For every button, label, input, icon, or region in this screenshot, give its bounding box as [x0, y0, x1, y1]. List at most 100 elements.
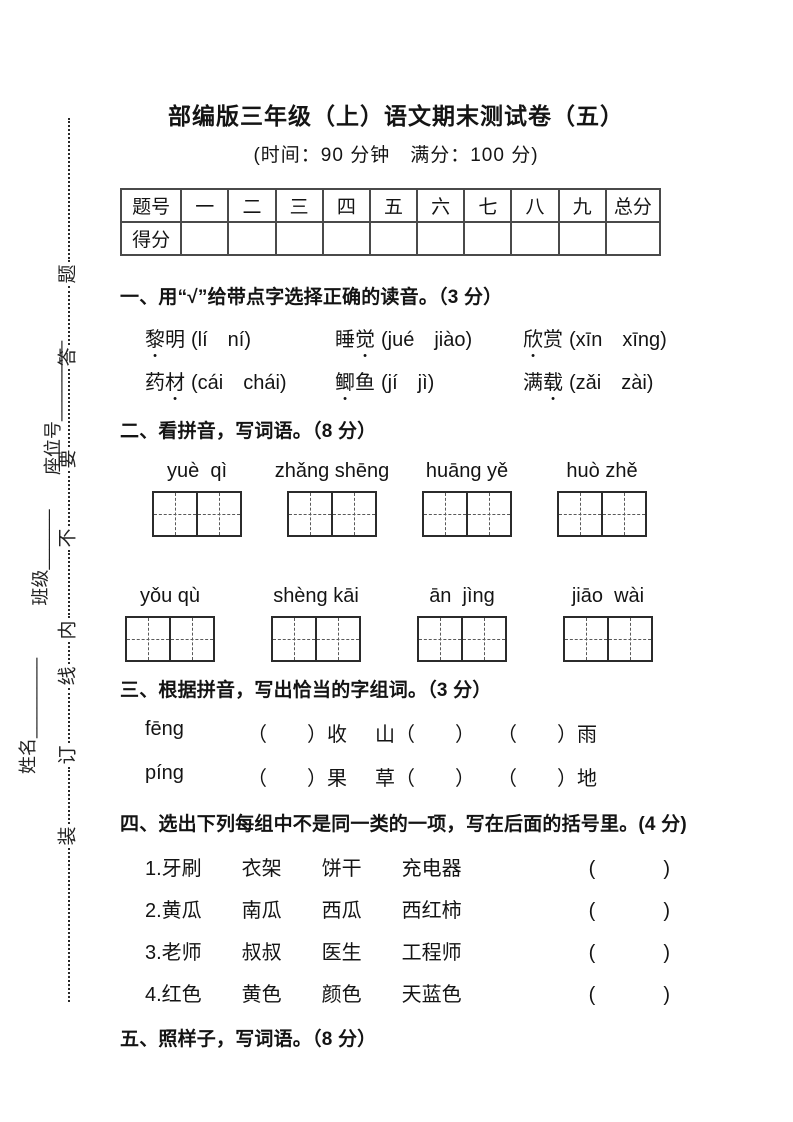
section-five: 五、照样子，写词语。（8 分） [120, 1024, 672, 1051]
answer-bracket[interactable]: ( ) [588, 984, 672, 1006]
phonetic-item: 欣赏 (xīn xīng) [523, 323, 667, 352]
section-five-heading: 五、照样子，写词语。（8 分） [120, 1029, 377, 1050]
grid-cell[interactable] [331, 493, 375, 535]
score-cell[interactable] [557, 221, 607, 256]
score-col-header: 四 [321, 188, 371, 223]
category-item: 3.老师 叔叔 医生 工程师 ( ) [145, 936, 672, 964]
word-block: shèng kāi [271, 584, 361, 662]
section-four: 四、选出下列每组中不是同一类的一项，写在后面的括号里。(4 分) 1.牙刷 衣架… [120, 809, 687, 1006]
score-cell[interactable] [416, 221, 466, 256]
dotted-segment [68, 470, 70, 527]
word-block: ān jìng [417, 584, 507, 662]
page-subtitle: (时间：90 分钟 满分：100 分) [253, 145, 539, 166]
grid-cell[interactable] [273, 618, 315, 660]
score-cell[interactable] [368, 221, 419, 256]
grid-cell[interactable] [419, 618, 461, 660]
answer-blank[interactable]: （ ）果 [247, 768, 347, 790]
pinyin-grid-row: yuè qì zhǎng shēng huāng yě huò zhě [152, 459, 672, 537]
dotted-character: 材 [165, 366, 185, 395]
grid-cell[interactable] [565, 618, 607, 660]
pinyin-label: yǒu qù [139, 585, 201, 607]
writing-grid [417, 616, 507, 662]
score-cell[interactable] [274, 221, 324, 256]
binding-line-char: 装 [57, 826, 79, 846]
dotted-segment [68, 848, 70, 1002]
answer-bracket[interactable]: ( ) [588, 900, 672, 922]
binding-dotted-line: 题 答 要 不 内 线 订 装 [56, 118, 82, 1002]
grid-cell[interactable] [601, 493, 645, 535]
category-words: 1.牙刷 衣架 饼干 充电器 [145, 858, 462, 880]
phonetic-row: 黎明 (lí ní) 睡觉 (jué jiào) 欣赏 (xīn xīng) [145, 323, 672, 352]
answer-blank[interactable]: 草（ ） [375, 768, 475, 790]
category-item: 4.红色 黄色 颜色 天蓝色 ( ) [145, 978, 672, 1006]
phonetic-word: 满载 [523, 366, 563, 395]
pinyin-label: huò zhě [566, 460, 638, 482]
answer-bracket[interactable]: ( ) [588, 858, 672, 880]
word-block: huāng yě [422, 459, 512, 537]
section-four-items: 1.牙刷 衣架 饼干 充电器 ( ) 2.黄瓜 南瓜 西瓜 西红柿 ( ) 3.… [120, 852, 672, 1006]
grid-cell[interactable] [424, 493, 466, 535]
grid-cell[interactable] [466, 493, 510, 535]
section-three-heading: 三、根据拼音，写出恰当的字组词。（3 分） [120, 680, 492, 701]
pinyin-label: zhǎng shēng [274, 460, 390, 482]
pinyin-options[interactable]: (cái chái) [191, 372, 287, 394]
pinyin-label: jiāo wài [571, 585, 645, 607]
category-words: 3.老师 叔叔 医生 工程师 [145, 942, 462, 964]
score-cell[interactable] [463, 221, 513, 256]
pinyin-options[interactable]: (jué jiào) [381, 329, 473, 351]
phonetic-item: 满载 (zǎi zài) [523, 366, 653, 395]
pinyin-label: shèng kāi [273, 585, 359, 607]
score-col-header: 总分 [604, 188, 662, 223]
answer-blank[interactable]: （ ）收 [247, 724, 347, 746]
grid-cell[interactable] [607, 618, 651, 660]
pinyin-options[interactable]: (lí ní) [191, 329, 251, 351]
score-col-header: 三 [274, 188, 324, 223]
grid-cell[interactable] [154, 493, 196, 535]
writing-grid [422, 491, 512, 537]
score-cell[interactable] [321, 221, 371, 256]
pinyin-cue: píng [145, 762, 184, 784]
writing-grid [287, 491, 377, 537]
grid-cell[interactable] [127, 618, 169, 660]
binding-line-char: 答 [57, 347, 79, 367]
grid-cell[interactable] [169, 618, 213, 660]
binding-line-char: 内 [57, 619, 79, 640]
content-column: 部编版三年级（上）语文期末测试卷（五） (时间：90 分钟 满分：100 分) … [119, 0, 687, 1051]
answer-blank[interactable]: 山（ ） [375, 724, 475, 746]
answer-blank[interactable]: （ ）雨 [497, 724, 597, 746]
grid-cell[interactable] [289, 493, 331, 535]
grid-cell[interactable] [315, 618, 359, 660]
dotted-character: 鲫 [335, 366, 355, 395]
dotted-segment [68, 688, 70, 743]
grid-cell[interactable] [461, 618, 505, 660]
score-col-header: 九 [557, 188, 607, 223]
pinyin-options[interactable]: (xīn xīng) [569, 329, 667, 351]
name-field: 姓名________ [18, 657, 38, 774]
writing-grid [152, 491, 242, 537]
word-block: huò zhě [557, 459, 647, 537]
score-cell[interactable] [227, 221, 277, 256]
dotted-character: 黎 [145, 323, 165, 352]
grid-cell[interactable] [196, 493, 240, 535]
dotted-segment [68, 766, 70, 825]
score-cell[interactable] [604, 221, 662, 256]
answer-blank[interactable]: （ ）地 [497, 768, 597, 790]
phonetic-word: 黎明 [145, 323, 185, 352]
phonetic-word: 药材 [145, 366, 185, 395]
score-cell[interactable] [180, 221, 230, 256]
binding-line-char: 题 [57, 264, 79, 284]
class-field: 班级______ [30, 509, 51, 606]
category-words: 4.红色 黄色 颜色 天蓝色 [145, 984, 462, 1006]
dotted-segment [68, 369, 70, 447]
phonetic-word: 欣赏 [523, 323, 563, 352]
section-two-heading: 二、看拼音，写词语。（8 分） [120, 421, 377, 442]
grid-cell[interactable] [559, 493, 601, 535]
pinyin-options[interactable]: (jí jì) [381, 372, 435, 394]
section-three-rows: fēng （ ）收 山（ ） （ ）雨 píng （ ）果 草（ ） （ ）地 [120, 718, 672, 790]
pinyin-options[interactable]: (zǎi zài) [569, 372, 654, 394]
pinyin-label: huāng yě [425, 460, 509, 482]
answer-bracket[interactable]: ( ) [588, 942, 672, 964]
score-cell[interactable] [510, 221, 560, 256]
phonetic-word: 睡觉 [335, 323, 375, 352]
